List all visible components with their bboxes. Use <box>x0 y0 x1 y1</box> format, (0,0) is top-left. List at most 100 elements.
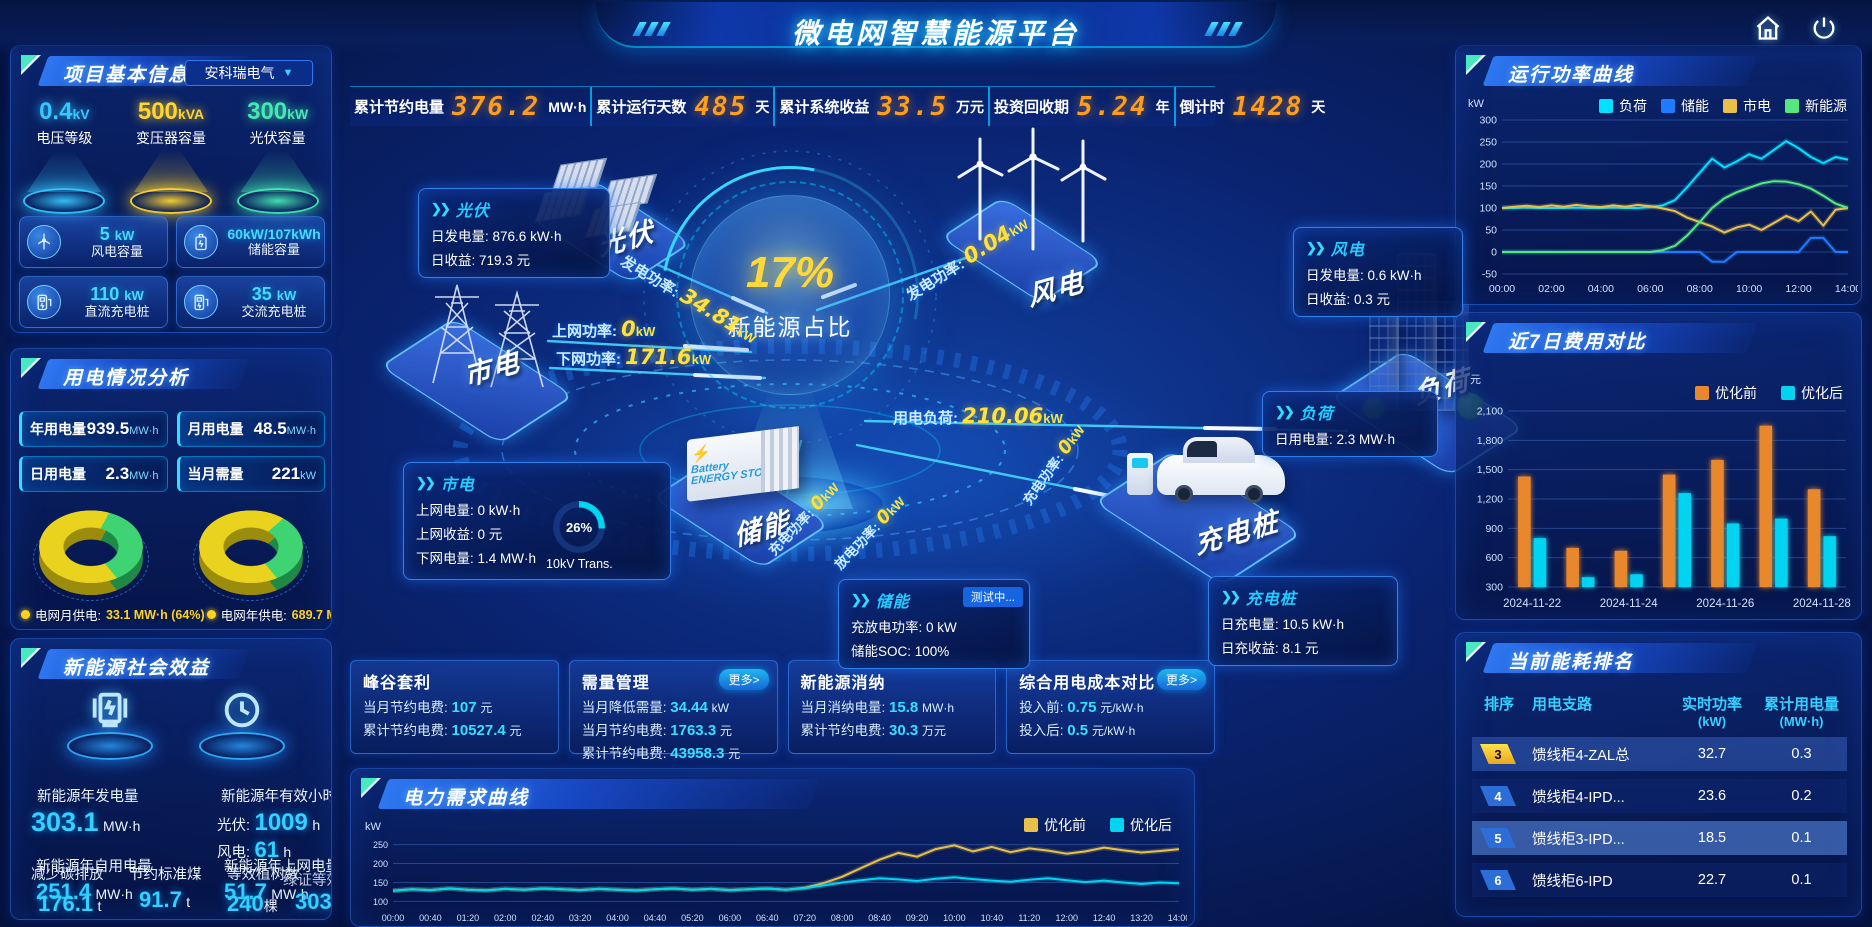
legend-grid-year: 电网年供电:689.7 MW·h (69%) <box>206 605 331 624</box>
svg-text:13:20: 13:20 <box>1130 913 1153 923</box>
kpi-payback: 投资回收期 5.24 年 <box>988 87 1174 126</box>
svg-text:900: 900 <box>1485 523 1503 535</box>
podium-transformer: 500kVA 变压器容量 <box>121 98 221 214</box>
renewable-share-value: 17% <box>745 248 835 297</box>
power-icon[interactable] <box>1810 14 1838 47</box>
svg-text:1,200: 1,200 <box>1477 494 1503 506</box>
svg-text:2024-11-26: 2024-11-26 <box>1696 598 1754 610</box>
stat-day-usage: 日用电量 2.3MW·h <box>19 456 168 492</box>
home-icon[interactable] <box>1754 14 1782 47</box>
svg-text:12:00: 12:00 <box>1785 283 1811 295</box>
table-row[interactable]: 4 馈线柜4-IPD... 23.6 0.2 <box>1472 779 1847 813</box>
card-peak-valley: 峰谷套利 当月节约电费: 107 元 累计节约电费: 10527.4 元 <box>350 660 559 754</box>
company-select[interactable]: 安科瑞电气 ▼ <box>185 60 313 86</box>
title-decor-left <box>632 22 671 36</box>
table-row[interactable]: 5 馈线柜3-IPD... 18.5 0.1 <box>1472 821 1847 855</box>
run-chart-legend: 负荷 储能 市电 新能源 <box>1599 96 1847 116</box>
card-storage-capacity: 60kW/107kWh 储能容量 <box>176 216 325 268</box>
benefit-togrid-value: 51.7 MW·h <box>224 879 309 904</box>
wind-turbines <box>957 127 1107 251</box>
top-bar: 微电网智慧能源平台 <box>0 0 1872 56</box>
legend-item[interactable]: 储能 <box>1661 96 1709 116</box>
cost-chart-legend: 优化前 优化后 <box>1695 383 1843 403</box>
y-axis-unit: kW <box>1468 98 1484 110</box>
svg-text:100: 100 <box>373 897 388 907</box>
legend-item[interactable]: 优化前 <box>1024 815 1086 835</box>
kpi-bar: 累计节约电量 376.2 MW·h 累计运行天数 485 天 累计系统收益 33.5 万元 … <box>350 86 1325 126</box>
panel-title: 当前能耗排名 <box>1508 652 1635 673</box>
panel-cost-compare: 近7日费用对比 元 优化前 优化后 2,100 1,800 1,500 1,200 900… <box>1455 312 1862 620</box>
svg-text:300: 300 <box>1479 116 1497 127</box>
svg-text:02:00: 02:00 <box>494 913 517 923</box>
title-ribbon <box>596 2 1276 48</box>
legend-grid-month: 电网月供电: 33.1 MW·h (64%) <box>21 605 207 624</box>
panel-corner-icon <box>361 778 381 798</box>
run-power-chart: 300 250 200 150 100 50 0 -50 00:00 02:00 04:00 06:0… <box>1479 116 1858 295</box>
page-title: 微电网智慧能源平台 <box>791 18 1081 49</box>
benefit-selfuse-value: 251.4 MW·h <box>36 879 133 904</box>
benefit-certs-value: 303张 <box>295 889 332 914</box>
svg-text:1,800: 1,800 <box>1477 435 1503 447</box>
benefit-hours-pv: 光伏: 1009 h <box>217 809 321 836</box>
chevron-right-icon: ❯❯ <box>431 201 451 216</box>
podium-pv-capacity: 300kW 光伏容量 <box>228 98 328 214</box>
svg-text:03:20: 03:20 <box>569 913 592 923</box>
legend-item[interactable]: 优化后 <box>1110 815 1172 835</box>
svg-text:250: 250 <box>373 840 388 850</box>
svg-text:600: 600 <box>1485 552 1503 564</box>
table-row[interactable]: 3 馈线柜4-ZAL总 32.7 0.3 <box>1472 737 1847 771</box>
more-button[interactable]: 更多> <box>719 669 769 690</box>
ev-car <box>1157 437 1285 503</box>
legend-item[interactable]: 负荷 <box>1599 96 1647 116</box>
infobox-pv: ❯❯ 光伏 日发电量: 876.6 kW·h 日收益: 719.3 元 <box>418 188 610 278</box>
chevron-right-icon: ❯❯ <box>1306 240 1326 255</box>
svg-text:08:00: 08:00 <box>1687 283 1713 295</box>
wind-turbine-icon <box>27 225 61 259</box>
card-renewable-absorb: 新能源消纳 当月消纳电量: 15.8 MW·h 累计节约电费: 30.3 万元 <box>787 660 997 754</box>
svg-text:05:20: 05:20 <box>681 913 704 923</box>
svg-text:06:00: 06:00 <box>1637 283 1663 295</box>
panel-project-info: 项目基本信息 安科瑞电气 ▼ 0.4kV 电压等级 500kVA 变压器容量 30… <box>10 45 332 333</box>
legend-item[interactable]: 市电 <box>1723 96 1771 116</box>
rank-badge: 6 <box>1480 870 1516 890</box>
benefit-hours-label: 新能源年有效小时数 <box>221 789 331 805</box>
panel-title: 新能源社会效益 <box>63 658 211 679</box>
svg-text:08:00: 08:00 <box>831 913 854 923</box>
benefit-coal-value: 91.7 t <box>139 887 191 912</box>
svg-text:02:40: 02:40 <box>531 913 554 923</box>
panel-usage-analysis: 用电情况分析 年用电量 939.5MW·h 月用电量 48.5MW·h 日用电量 2.… <box>10 348 332 630</box>
svg-text:14:00: 14:00 <box>1168 913 1187 923</box>
svg-text:09:20: 09:20 <box>906 913 929 923</box>
card-ac-charger: 35 kW 交流充电桩 <box>176 276 325 328</box>
benefit-trees-label: 等效植树数 <box>227 867 300 883</box>
panel-title: 项目基本信息 <box>63 65 190 86</box>
card-dc-charger: 110 kW 直流充电桩 <box>19 276 168 328</box>
panel-title: 电力需求曲线 <box>403 788 530 809</box>
legend-item[interactable]: 优化前 <box>1695 383 1757 403</box>
svg-text:14:00: 14:00 <box>1835 283 1858 295</box>
svg-text:200: 200 <box>373 859 388 869</box>
panel-corner-icon <box>1466 55 1486 75</box>
svg-text:04:00: 04:00 <box>1588 283 1614 295</box>
flow-to-grid: 上网功率: 0kW <box>552 317 656 341</box>
card-cost-compare: 综合用电成本对比 更多> 投入前: 0.75 元/kW·h 投入后: 0.5 元… <box>1006 660 1215 754</box>
panel-demand-curve: 电力需求曲线 优化前 优化后 kW 250 200 150 100 00:00 00:40 0… <box>350 768 1195 927</box>
benefit-selfuse-label: 新能源年自用电量 <box>36 859 152 875</box>
stat-month-demand: 当月需量 221kW <box>176 456 325 492</box>
chevron-right-icon: ❯❯ <box>851 592 871 607</box>
card-wind-capacity: 5 kW 风电容量 <box>19 216 168 268</box>
legend-item[interactable]: 优化后 <box>1781 383 1843 403</box>
y-axis-unit: 元 <box>1470 374 1481 386</box>
panel-title: 用电情况分析 <box>63 368 190 389</box>
svg-text:100: 100 <box>1479 203 1497 215</box>
legend-item[interactable]: 新能源 <box>1785 96 1847 116</box>
panel-run-power: 运行功率曲线 kW 负荷 储能 市电 新能源 300 250 200 150 100 50 0 -5… <box>1455 45 1862 305</box>
more-button[interactable]: 更多> <box>1156 669 1206 690</box>
transformer-gauge: 26% 10kV Trans. <box>546 501 613 571</box>
svg-text:10:40: 10:40 <box>981 913 1004 923</box>
benefit-coal-label: 节约标准煤 <box>129 867 202 883</box>
center-orb: 17% 新能源占比 <box>676 181 904 409</box>
table-row[interactable]: 6 馈线柜6-IPD 22.7 0.1 <box>1472 863 1847 897</box>
